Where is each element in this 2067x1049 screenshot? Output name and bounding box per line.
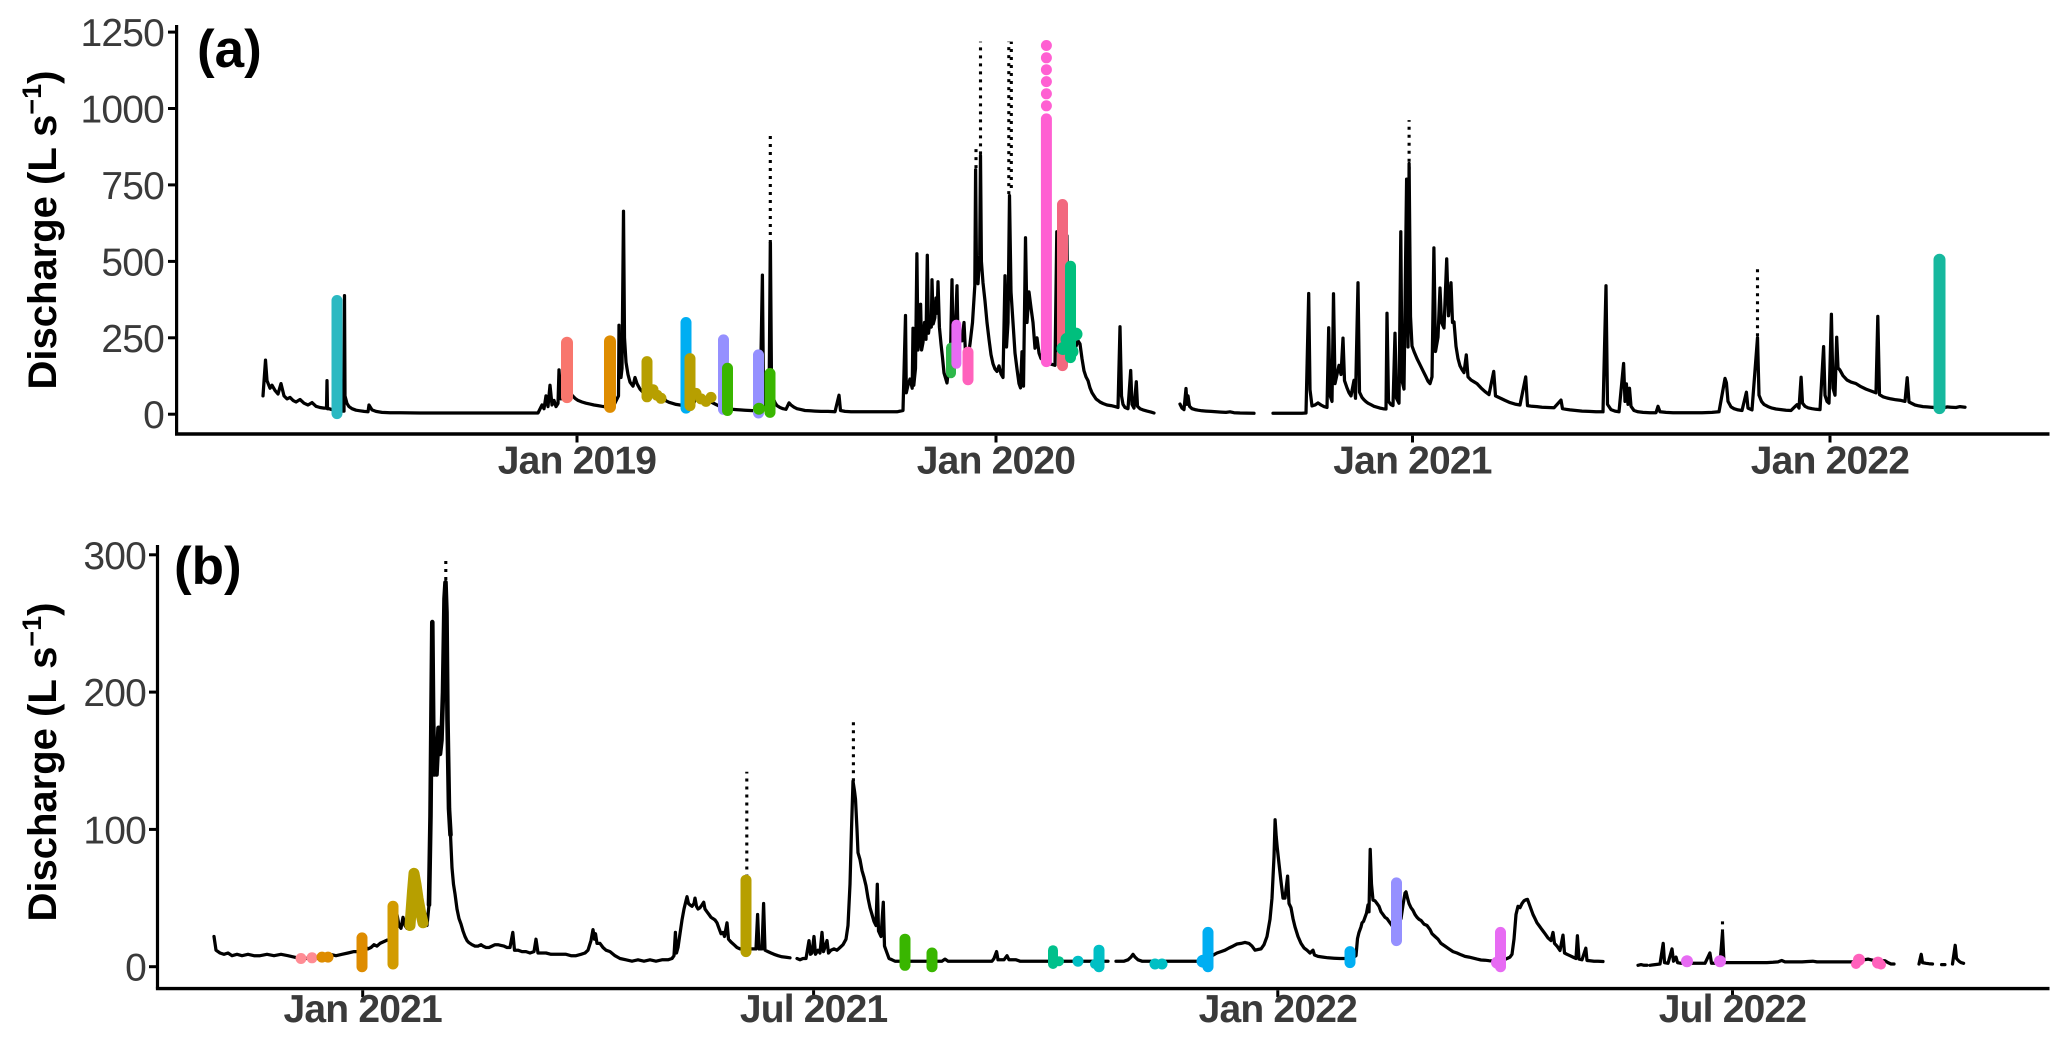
svg-text:(a): (a) [197,20,262,79]
svg-text:0: 0 [125,947,146,990]
svg-text:Jul 2022: Jul 2022 [1659,988,1807,1031]
svg-text:Jan 2021: Jan 2021 [283,988,442,1031]
svg-text:Jul 2021: Jul 2021 [740,988,888,1031]
svg-text:100: 100 [83,809,146,852]
svg-text:1250: 1250 [80,12,164,55]
svg-text:Jan 2022: Jan 2022 [1751,440,1910,483]
svg-text:1000: 1000 [80,89,164,132]
svg-text:Jan 2022: Jan 2022 [1199,988,1358,1031]
svg-text:Discharge (L s−1): Discharge (L s−1) [17,70,65,389]
svg-text:750: 750 [101,165,164,208]
svg-text:Jan 2021: Jan 2021 [1333,440,1492,483]
svg-text:300: 300 [83,535,146,578]
svg-text:500: 500 [101,241,164,284]
svg-text:250: 250 [101,318,164,361]
svg-text:Discharge (L s−1): Discharge (L s−1) [17,602,65,921]
svg-text:(b): (b) [174,537,242,596]
svg-text:Jan 2019: Jan 2019 [498,440,657,483]
svg-text:200: 200 [83,672,146,715]
svg-text:0: 0 [143,394,164,437]
svg-text:Jan 2020: Jan 2020 [917,440,1076,483]
